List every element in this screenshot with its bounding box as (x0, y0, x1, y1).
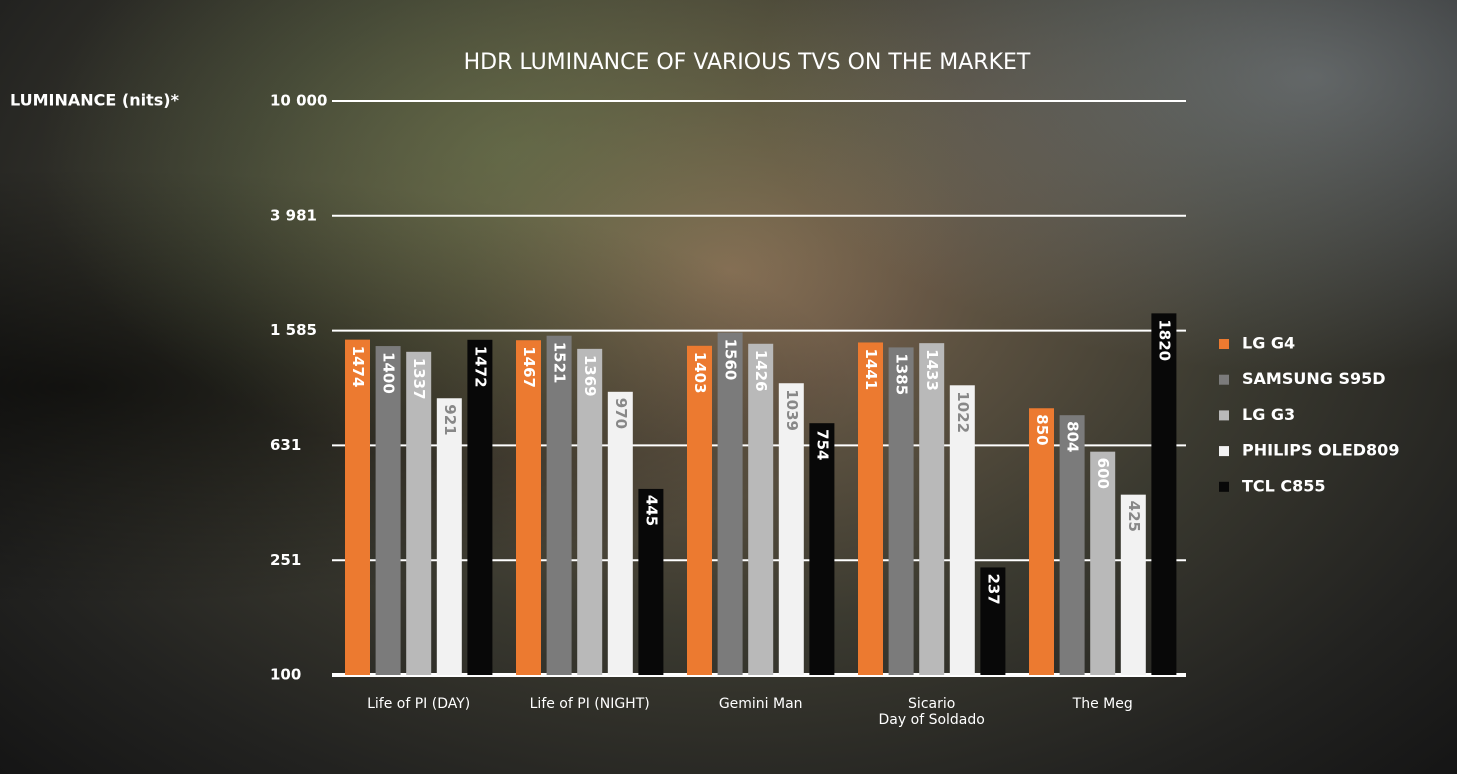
bar (687, 345, 712, 675)
bar (949, 385, 975, 675)
data-label: 1039 (783, 389, 801, 431)
bar (375, 346, 401, 675)
data-label: 850 (1033, 414, 1051, 445)
y-tick-label: 251 (270, 551, 301, 569)
bar (516, 340, 541, 675)
y-tick-label: 100 (270, 666, 301, 684)
legend-swatch (1219, 446, 1229, 457)
bar (809, 423, 835, 675)
data-label: 1474 (349, 346, 367, 388)
bar (980, 567, 1006, 675)
data-label: 1426 (752, 350, 770, 392)
data-label: 445 (642, 495, 660, 526)
y-tick-label: 1 585 (270, 321, 317, 339)
data-label: 754 (813, 429, 831, 460)
legend-swatch (1219, 374, 1229, 385)
x-tick-label: Life of PI (DAY) (367, 696, 471, 712)
legend-label: PHILIPS OLED809 (1242, 441, 1399, 460)
data-label: 1472 (471, 346, 489, 388)
legend-label: LG G4 (1242, 334, 1295, 353)
x-tick-label: Gemini Man (718, 696, 803, 712)
data-label: 1560 (722, 339, 740, 381)
bar (546, 335, 572, 675)
data-label: 1441 (862, 348, 880, 390)
legend-swatch (1219, 339, 1229, 349)
bar (858, 342, 883, 675)
data-label: 1433 (923, 349, 941, 391)
data-label: 921 (441, 404, 459, 435)
bar (748, 343, 774, 675)
y-tick-label: 631 (270, 436, 301, 454)
bar (717, 332, 743, 675)
x-tick-label: The Meg (1072, 696, 1133, 712)
bar (1059, 415, 1085, 675)
data-label: 600 (1094, 458, 1112, 489)
bar (467, 339, 493, 675)
data-label: 1369 (581, 355, 599, 397)
bar (638, 488, 664, 675)
legend-label: SAMSUNG S95D (1242, 369, 1386, 388)
data-label: 970 (612, 398, 630, 429)
data-label: 1403 (691, 352, 709, 394)
bar (607, 391, 633, 675)
bar (888, 347, 914, 675)
chart-title: HDR LUMINANCE OF VARIOUS TVS ON THE MARK… (464, 50, 1031, 75)
bar (345, 339, 370, 675)
data-label: 237 (984, 573, 1002, 604)
data-label: 1337 (410, 358, 428, 400)
data-label: 1400 (380, 352, 398, 394)
bar (778, 383, 804, 675)
legend-label: LG G3 (1242, 405, 1295, 424)
y-axis-label: LUMINANCE (nits)* (10, 91, 180, 110)
bar (1151, 313, 1177, 675)
x-tick-label: Life of PI (NIGHT) (529, 696, 650, 712)
data-label: 1521 (551, 342, 569, 384)
x-tick-label: Sicario Day of Soldado (878, 696, 985, 728)
bar (406, 351, 432, 675)
data-label: 1022 (954, 391, 972, 433)
data-label: 1385 (893, 353, 911, 395)
data-label: 425 (1125, 501, 1143, 532)
data-label: 1467 (520, 346, 538, 388)
bar (1120, 494, 1146, 675)
bar (1029, 408, 1054, 675)
bar (577, 348, 603, 675)
y-tick-label: 3 981 (270, 206, 317, 224)
y-tick-label: 10 000 (270, 92, 327, 110)
legend-label: TCL C855 (1242, 476, 1326, 495)
legend-swatch (1219, 481, 1229, 492)
data-label: 1820 (1155, 319, 1173, 361)
bar (1090, 451, 1116, 675)
bar (919, 343, 945, 675)
data-label: 804 (1064, 421, 1082, 452)
bar (436, 398, 462, 675)
legend-swatch (1219, 410, 1229, 421)
